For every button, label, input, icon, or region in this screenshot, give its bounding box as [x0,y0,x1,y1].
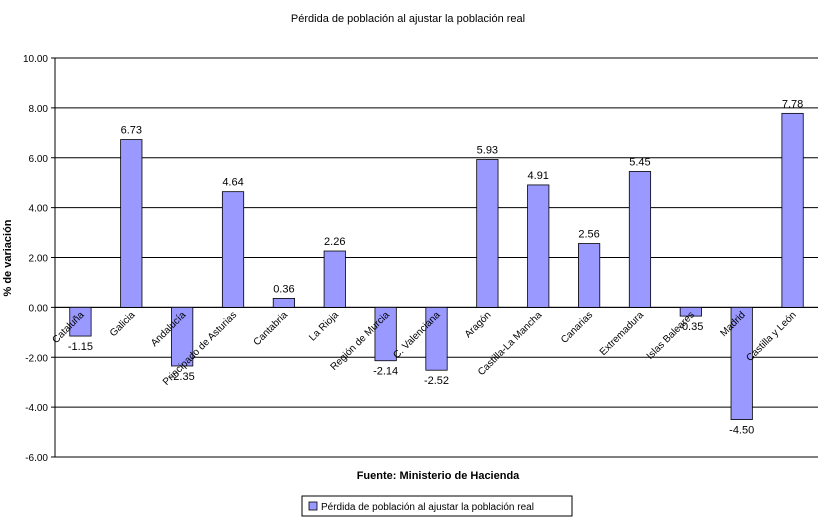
y-tick-label: -6.00 [25,453,48,464]
data-label: 4.91 [528,170,549,182]
bar [578,243,601,308]
y-tick-label: 4.00 [29,204,49,215]
bar [781,112,804,308]
bar [323,250,346,308]
data-label: -0.35 [678,321,703,333]
bar [221,191,245,308]
data-label: 2.56 [578,229,599,241]
chart-title: Pérdida de población al ajustar la pobla… [291,13,525,25]
y-axis-title: % de variación [2,219,14,296]
data-label: 5.93 [477,144,498,156]
category-label: Canarias [559,310,595,346]
data-label: 7.78 [782,98,803,110]
category-label: La Rioja [307,309,341,343]
data-labels: -1.15 6.73 -2.35 4.64 0.36 2.26 -2.14 -2.52 5.93… [68,98,803,436]
legend-box [301,495,573,517]
data-label: 6.73 [121,125,142,137]
bar [171,306,194,367]
data-label: -2.35 [170,371,195,383]
bar [679,306,702,317]
bar [272,297,295,308]
bar [120,139,143,308]
gridlines [51,57,818,458]
data-label: -1.15 [68,341,93,353]
y-tick-label: 10.00 [23,54,48,65]
data-label: 0.36 [273,283,294,295]
y-tick-label: 6.00 [29,154,49,165]
source-caption: Fuente: Ministerio de Hacienda [357,470,520,482]
category-label: Aragón [463,310,494,341]
bars [69,112,804,420]
data-label: 5.45 [629,156,650,168]
y-axis-ticks: -6.00 -4.00 -2.00 0.00 2.00 4.00 6.00 8.00 10.00 [23,54,48,464]
bar [374,306,397,362]
data-label: -2.52 [424,375,449,387]
category-label: Extremadura [598,309,647,358]
bar [628,171,652,308]
legend-swatch [308,501,318,511]
legend-label: Pérdida de población al ajustar la pobla… [321,502,534,513]
y-tick-label: 8.00 [29,104,49,115]
bar [730,306,753,420]
bar [69,306,92,337]
category-label: Galicia [108,309,138,339]
bar [476,159,499,308]
y-tick-label: -4.00 [25,403,48,414]
category-label: Islas Baleares [645,310,697,362]
y-tick-label: -2.00 [25,353,48,364]
legend: Pérdida de población al ajustar la pobla… [301,495,573,517]
data-label: 2.26 [324,236,345,248]
data-label: 4.64 [222,177,243,189]
bar [425,306,448,371]
y-tick-label: 2.00 [29,254,49,265]
category-label: Cantabria [252,309,291,348]
data-label: -2.14 [373,366,398,378]
bar [527,184,550,308]
y-tick-label: 0.00 [29,303,49,314]
data-label: -4.50 [729,425,754,437]
